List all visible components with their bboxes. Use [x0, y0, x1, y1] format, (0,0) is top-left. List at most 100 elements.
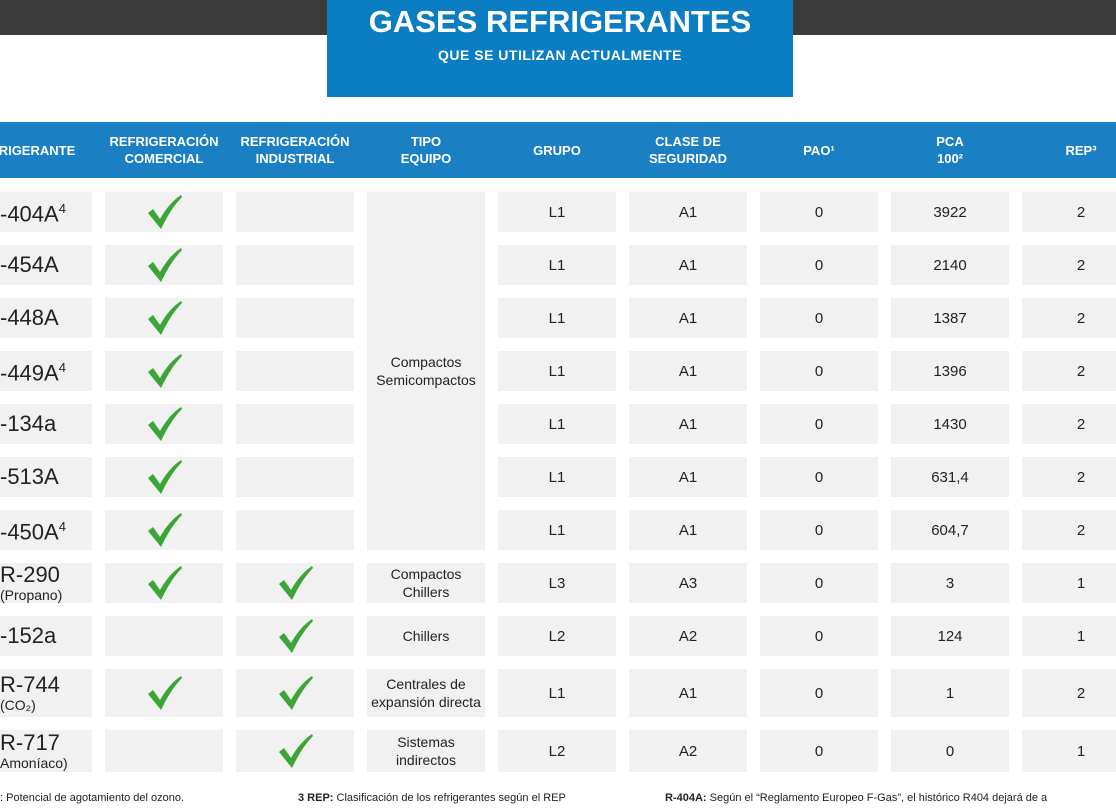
- refrigerant-note: Amoníaco): [0, 755, 68, 771]
- checkmark-shape: [279, 676, 313, 710]
- equipment-line: expansión directa: [371, 694, 481, 710]
- grupo-value: L1: [548, 203, 566, 221]
- industrial-cell: [236, 669, 354, 717]
- checkmark: [148, 566, 182, 600]
- industrial-cell: [236, 351, 354, 391]
- grupo-cell: L1: [498, 510, 616, 550]
- pao-value: 0: [814, 684, 824, 702]
- pca-value: 3: [945, 574, 955, 592]
- pca-cell: 1396: [891, 351, 1009, 391]
- commercial-cell: [105, 563, 223, 603]
- checkmark-shape: [148, 407, 182, 441]
- pao-cell: 0: [760, 298, 878, 338]
- clase-value: A1: [678, 415, 698, 433]
- column-header: GRUPO: [498, 122, 616, 178]
- checkmark-shape: [279, 566, 313, 600]
- commercial-cell: [105, 616, 223, 656]
- rep-cell: 1: [1022, 730, 1116, 772]
- refrigerant-name: -454A: [0, 253, 59, 277]
- grupo-value: L1: [548, 309, 566, 327]
- pca-value: 3922: [933, 203, 967, 221]
- grupo-value: L1: [548, 415, 566, 433]
- grupo-value: L2: [548, 742, 566, 760]
- pao-value: 0: [814, 362, 824, 380]
- refrigerant-name: -448A: [0, 306, 59, 330]
- equipment-line: Centrales de: [386, 676, 466, 692]
- header-line: SEGURIDAD: [648, 151, 727, 166]
- clase-value: A1: [678, 684, 698, 702]
- clase-cell: A1: [629, 457, 747, 497]
- equipment-line: Chillers: [402, 628, 450, 644]
- grupo-value: L1: [548, 684, 566, 702]
- clase-value: A3: [678, 574, 698, 592]
- rep-cell: 2: [1022, 457, 1116, 497]
- rep-cell: 2: [1022, 192, 1116, 232]
- footnote-mark: 4: [58, 201, 66, 217]
- rep-value: 2: [1076, 309, 1086, 327]
- pca-value: 1396: [933, 362, 967, 380]
- column-header: REFRIGERACIÓN INDUSTRIAL: [236, 122, 354, 178]
- refrigerant-cell: R-290 (Propano): [0, 563, 92, 603]
- checkmark: [279, 619, 313, 653]
- rep-cell: 1: [1022, 563, 1116, 603]
- commercial-cell: [105, 730, 223, 772]
- industrial-cell: [236, 510, 354, 550]
- refrigerant-label: -449A: [0, 360, 59, 386]
- clase-cell: A1: [629, 298, 747, 338]
- equipment-line: Chillers: [402, 584, 450, 600]
- refrigerant-label: -404A: [0, 201, 59, 227]
- commercial-cell: [105, 510, 223, 550]
- pca-cell: 2140: [891, 245, 1009, 285]
- refrigerant-cell: -454A: [0, 245, 92, 285]
- rep-value: 2: [1076, 203, 1086, 221]
- grupo-cell: L1: [498, 669, 616, 717]
- checkmark-shape: [148, 513, 182, 547]
- column-header: REP³: [1022, 122, 1116, 178]
- header-line: COMERCIAL: [124, 151, 204, 166]
- grupo-cell: L1: [498, 245, 616, 285]
- pao-cell: 0: [760, 669, 878, 717]
- header-line: REFRIGERACIÓN: [109, 134, 219, 149]
- pao-value: 0: [814, 468, 824, 486]
- column-header: PAO¹: [760, 122, 878, 178]
- industrial-cell: [236, 563, 354, 603]
- pao-cell: 0: [760, 510, 878, 550]
- equipment-cell: Chillers: [367, 616, 485, 656]
- refrigerant-note: (Propano): [0, 587, 63, 603]
- refrigerant-note: (CO₂): [0, 697, 36, 713]
- checkmark-shape: [148, 354, 182, 388]
- pca-cell: 124: [891, 616, 1009, 656]
- rep-cell: 2: [1022, 245, 1116, 285]
- header-line: FRIGERANTE: [0, 142, 76, 158]
- pao-value: 0: [814, 203, 824, 221]
- pca-cell: 3922: [891, 192, 1009, 232]
- commercial-cell: [105, 192, 223, 232]
- clase-value: A1: [678, 362, 698, 380]
- pca-cell: 0: [891, 730, 1009, 772]
- refrigerant-cell: -513A: [0, 457, 92, 497]
- commercial-cell: [105, 457, 223, 497]
- clase-value: A1: [678, 256, 698, 274]
- grupo-value: L3: [548, 574, 566, 592]
- footnote-label: R-404A:: [665, 792, 707, 804]
- footnote-mark: 4: [58, 360, 66, 376]
- checkmark-shape: [148, 248, 182, 282]
- clase-value: A1: [678, 203, 698, 221]
- checkmark-shape: [148, 566, 182, 600]
- commercial-cell: [105, 351, 223, 391]
- industrial-cell: [236, 404, 354, 444]
- grupo-cell: L1: [498, 192, 616, 232]
- clase-cell: A1: [629, 669, 747, 717]
- checkmark-shape: [148, 301, 182, 335]
- pao-value: 0: [814, 521, 824, 539]
- industrial-cell: [236, 457, 354, 497]
- pao-value: 0: [814, 742, 824, 760]
- column-header: FRIGERANTE: [0, 122, 92, 178]
- footnote-mark: 4: [58, 519, 66, 535]
- refrigerant-name: R-290: [0, 563, 60, 587]
- equipment-cell: Sistemas indirectos: [367, 730, 485, 772]
- checkmark-shape: [279, 734, 313, 768]
- pao-cell: 0: [760, 351, 878, 391]
- equipment-cell: Compactos Chillers: [367, 563, 485, 603]
